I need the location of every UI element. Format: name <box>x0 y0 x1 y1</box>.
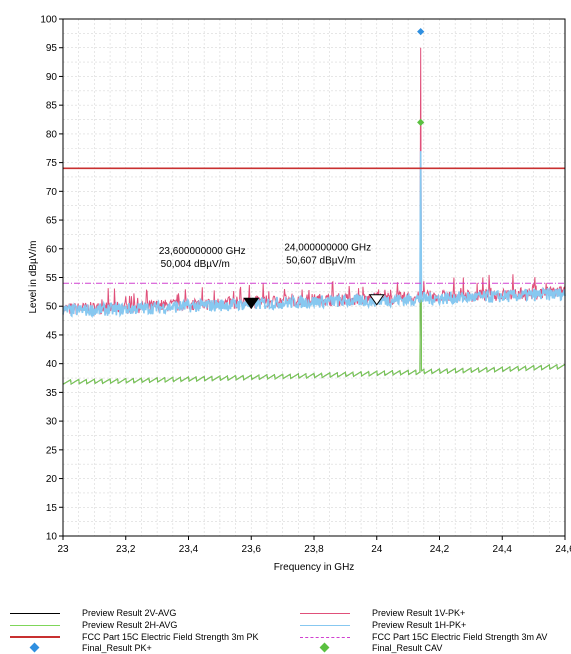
legend-line <box>10 636 60 638</box>
legend-swatch <box>10 632 60 643</box>
y-tick-label: 65 <box>46 216 58 227</box>
y-tick-label: 75 <box>46 158 58 169</box>
x-tick-label: 23,8 <box>304 544 324 555</box>
final-cav-point <box>417 118 425 126</box>
legend-swatch <box>10 642 60 654</box>
legend-diamond <box>319 642 330 653</box>
frequency-markers: 23,600000000 GHz 50,004 dBµV/m 24,00000000… <box>159 243 385 310</box>
x-tick-label: 24 <box>371 544 383 555</box>
y-axis-title: Level in dBµV/m <box>28 240 39 313</box>
series-layer <box>62 47 566 385</box>
legend-label: Preview Result 1V-PK+ <box>372 608 466 618</box>
y-tick-label: 45 <box>46 330 58 341</box>
y-tick-label: 85 <box>46 101 58 112</box>
legend-label: FCC Part 15C Electric Field Strength 3m … <box>82 632 259 642</box>
legend-swatch <box>10 620 60 631</box>
y-tick-label: 30 <box>46 417 58 428</box>
y-tick-label: 50 <box>46 302 58 313</box>
legend-label: FCC Part 15C Electric Field Strength 3m … <box>372 632 548 642</box>
final-result-points <box>417 28 425 126</box>
marker-1-triangle <box>243 297 260 310</box>
x-tick-label: 24,6 <box>555 544 571 555</box>
x-tick-label: 23 <box>57 544 69 555</box>
legend-line <box>300 613 350 614</box>
y-tick-label: 95 <box>46 43 58 54</box>
legend-swatch <box>300 620 350 631</box>
marker-2-level: 50,607 dBµV/m <box>286 256 355 267</box>
emission-chart: 23,600000000 GHz 50,004 dBµV/m 24,00000000… <box>28 14 571 573</box>
y-tick-label: 35 <box>46 388 58 399</box>
marker-2-frequency: 24,000000000 GHz <box>284 243 371 254</box>
y-tick-label: 25 <box>46 445 58 456</box>
legend-label: Final_Result PK+ <box>82 643 152 653</box>
x-tick-label: 23,2 <box>116 544 136 555</box>
legend-label: Preview Result 2H-AVG <box>82 620 178 630</box>
y-tick-label: 15 <box>46 503 58 514</box>
y-tick-label: 60 <box>46 244 58 255</box>
legend: Preview Result 2V-AVG Preview Result 1V-P… <box>0 604 571 654</box>
x-axis-ticks: 23 23,2 23,4 23,6 23,8 24 24,2 24,4 24,6 <box>57 536 571 555</box>
y-tick-label: 20 <box>46 474 58 485</box>
y-tick-label: 90 <box>46 72 58 83</box>
legend-label: Preview Result 2V-AVG <box>82 608 177 618</box>
legend-label: Preview Result 1H-PK+ <box>372 620 467 630</box>
y-tick-label: 70 <box>46 187 58 198</box>
legend-swatch <box>300 632 350 643</box>
final-pk-point <box>417 28 425 36</box>
y-tick-label: 100 <box>40 15 57 26</box>
legend-swatch <box>300 642 350 654</box>
series-pk-h-line <box>62 151 566 319</box>
legend-diamond <box>29 642 40 653</box>
y-tick-label: 40 <box>46 359 58 370</box>
marker-1-level: 50,004 dBµV/m <box>161 259 230 270</box>
y-tick-label: 80 <box>46 129 58 140</box>
legend-swatch <box>300 608 350 619</box>
x-tick-label: 24,2 <box>430 544 450 555</box>
y-axis-ticks: 10 15 20 25 30 35 40 45 50 55 60 65 70 75 80 85 90 95 100 <box>40 15 63 543</box>
x-tick-label: 23,4 <box>179 544 199 555</box>
legend-line <box>10 625 60 626</box>
y-tick-label: 55 <box>46 273 58 284</box>
x-axis-title: Frequency in GHz <box>274 562 355 573</box>
y-tick-label: 10 <box>46 532 58 543</box>
legend-label: Final_Result CAV <box>372 643 443 653</box>
legend-line <box>300 637 350 638</box>
marker-1-frequency: 23,600000000 GHz <box>159 246 246 257</box>
legend-swatch <box>10 608 60 619</box>
legend-line <box>300 625 350 626</box>
x-tick-label: 23,6 <box>242 544 262 555</box>
series-avg-h-line <box>62 122 566 385</box>
legend-line <box>10 613 60 614</box>
x-tick-label: 24,4 <box>493 544 513 555</box>
marker-2-triangle <box>368 294 385 306</box>
